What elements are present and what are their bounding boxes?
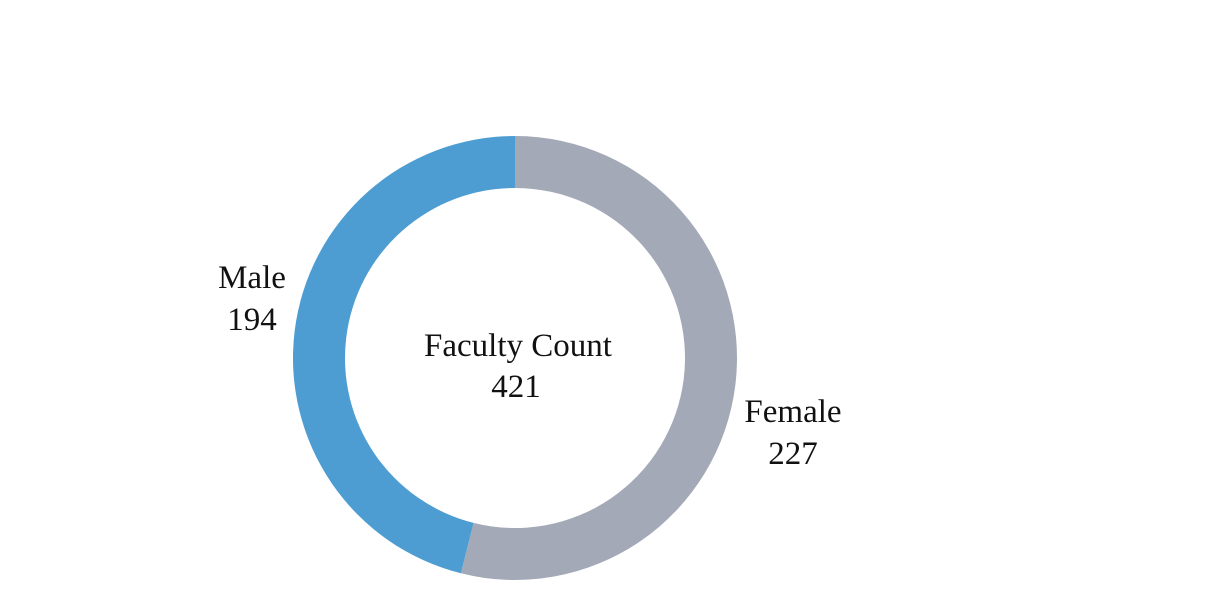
center-title: Faculty Count: [424, 328, 612, 364]
slice-male: [292, 136, 515, 574]
slice-label-female-value: 227: [768, 436, 818, 472]
slice-label-male-value: 194: [227, 302, 277, 338]
slice-labels: Female 227 Male 194: [218, 260, 841, 472]
center-value: 421: [491, 369, 541, 405]
slice-label-male-name: Male: [218, 260, 286, 296]
donut-slices: [292, 136, 737, 580]
slice-female: [460, 136, 737, 580]
slice-label-female-name: Female: [744, 394, 841, 430]
